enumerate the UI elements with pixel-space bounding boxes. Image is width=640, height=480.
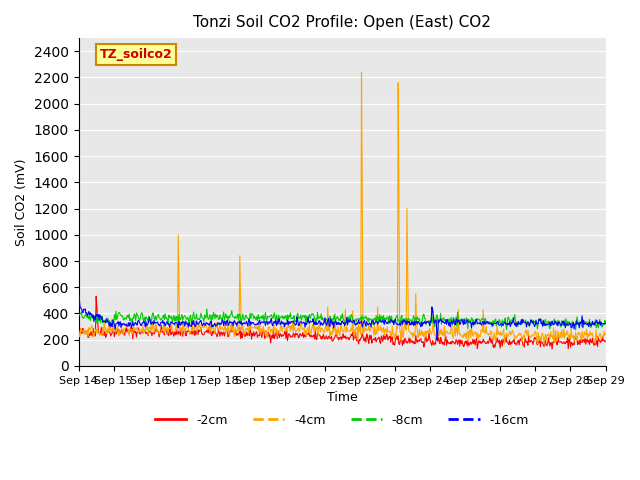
Legend: -2cm, -4cm, -8cm, -16cm: -2cm, -4cm, -8cm, -16cm	[150, 409, 534, 432]
Title: Tonzi Soil CO2 Profile: Open (East) CO2: Tonzi Soil CO2 Profile: Open (East) CO2	[193, 15, 491, 30]
Y-axis label: Soil CO2 (mV): Soil CO2 (mV)	[15, 158, 28, 246]
Text: TZ_soilco2: TZ_soilco2	[100, 48, 172, 61]
X-axis label: Time: Time	[326, 391, 358, 404]
